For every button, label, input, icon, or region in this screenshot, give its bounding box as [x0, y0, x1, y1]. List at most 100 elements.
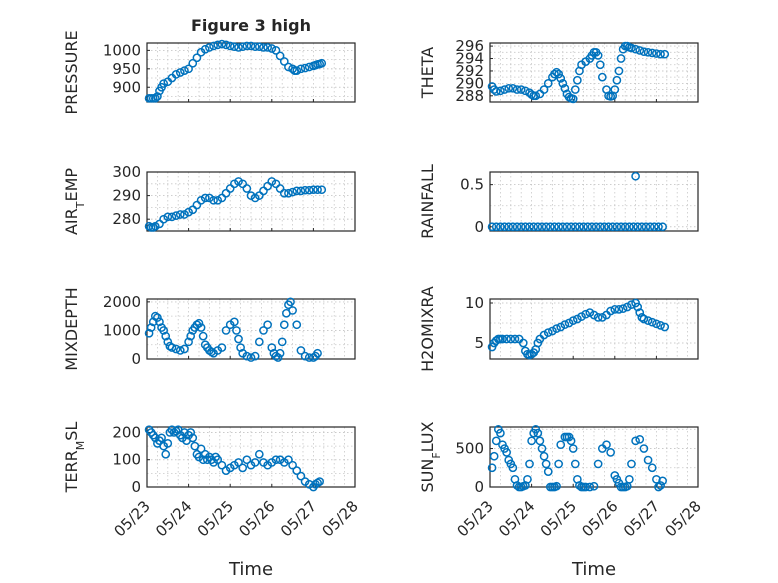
axes-frame: [489, 171, 699, 232]
data-point: [271, 46, 281, 55]
axes-frame: [489, 42, 699, 103]
data-point: [153, 313, 162, 322]
data-point: [614, 305, 624, 314]
data-point: [610, 305, 620, 314]
data-point: [317, 185, 327, 195]
data-point: [656, 321, 665, 330]
data-point: [616, 222, 626, 232]
y-tick-label: 500: [455, 440, 484, 458]
data-point: [654, 222, 663, 232]
data-point: [500, 85, 509, 94]
data-point: [643, 47, 653, 57]
data-point: [618, 304, 628, 313]
data-point: [286, 297, 295, 307]
data-point: [637, 222, 647, 232]
data-point: [217, 460, 227, 470]
data-point: [194, 318, 204, 328]
data-point: [292, 66, 302, 76]
axes-frame: [146, 171, 356, 232]
data-point: [254, 42, 264, 52]
data-point: [230, 317, 239, 327]
data-point: [254, 449, 264, 459]
data-point: [593, 313, 603, 322]
data-point: [292, 320, 302, 330]
data-point: [236, 343, 245, 352]
data-point: [541, 222, 551, 232]
data-point: [150, 311, 160, 321]
y-tick-label: 10: [465, 294, 484, 312]
data-point: [232, 326, 241, 335]
y-axis-label: SUNFLUX: [418, 421, 443, 492]
x-axis-label-left: Time: [228, 559, 273, 580]
data-point: [606, 306, 615, 316]
data-point: [292, 466, 302, 475]
data-point: [527, 436, 536, 446]
data-point: [496, 86, 505, 96]
data-point: [180, 344, 189, 354]
data-point: [552, 324, 561, 333]
y-tick-label: 2000: [103, 293, 141, 311]
data-point: [550, 222, 559, 232]
data-point: [660, 49, 670, 59]
data-point: [627, 459, 636, 469]
data-point: [296, 471, 306, 481]
data-point: [284, 188, 293, 198]
data-point: [591, 222, 601, 232]
data-point: [510, 334, 520, 344]
data-point: [583, 222, 593, 232]
data-point: [570, 459, 580, 469]
data-point: [660, 322, 670, 332]
data-point: [200, 44, 210, 54]
data-point: [271, 455, 281, 465]
data-point: [288, 187, 297, 197]
data-point: [656, 49, 665, 59]
data-point: [242, 455, 252, 465]
data-point: [597, 72, 607, 82]
data-point: [516, 85, 526, 94]
y-tick-label: 5: [474, 334, 484, 352]
data-point: [184, 64, 193, 74]
axes-frame: [146, 426, 356, 488]
data-point: [153, 92, 162, 101]
data-point: [489, 85, 499, 94]
data-point: [566, 222, 576, 232]
data-point: [284, 455, 293, 465]
data-point: [487, 222, 497, 232]
data-point: [570, 85, 580, 94]
y-axis-label: PRESSURE: [62, 30, 81, 114]
y-tick-label: 290: [455, 74, 484, 92]
data-point: [242, 41, 252, 51]
data-point: [313, 185, 322, 195]
data-point: [558, 79, 568, 88]
y-tick-label: 1000: [103, 321, 141, 339]
data-point: [489, 451, 499, 461]
data-point: [573, 75, 582, 85]
data-point: [180, 66, 189, 76]
data-point: [645, 222, 655, 232]
data-point: [552, 481, 561, 491]
data-point: [554, 222, 563, 232]
data-point: [502, 448, 511, 457]
data-point: [521, 86, 530, 96]
data-point: [552, 67, 561, 77]
data-point: [313, 348, 322, 358]
data-point: [627, 43, 636, 53]
panel-rainfall: 0 0.5 RAINFALL: [418, 164, 699, 239]
data-point: [242, 351, 252, 361]
data-point: [512, 222, 522, 232]
y-tick-label: 290: [112, 187, 141, 205]
data-point: [496, 428, 505, 438]
data-point: [217, 343, 227, 352]
data-point: [652, 319, 661, 329]
data-point: [163, 212, 173, 222]
data-point: [539, 85, 549, 94]
data-point: [595, 60, 605, 70]
data-point: [317, 58, 327, 68]
data-point: [155, 317, 164, 327]
data-point: [225, 41, 235, 51]
data-point: [508, 222, 518, 232]
data-point: [633, 222, 643, 232]
data-point: [531, 91, 541, 101]
y-tick-label: 200: [112, 423, 141, 441]
